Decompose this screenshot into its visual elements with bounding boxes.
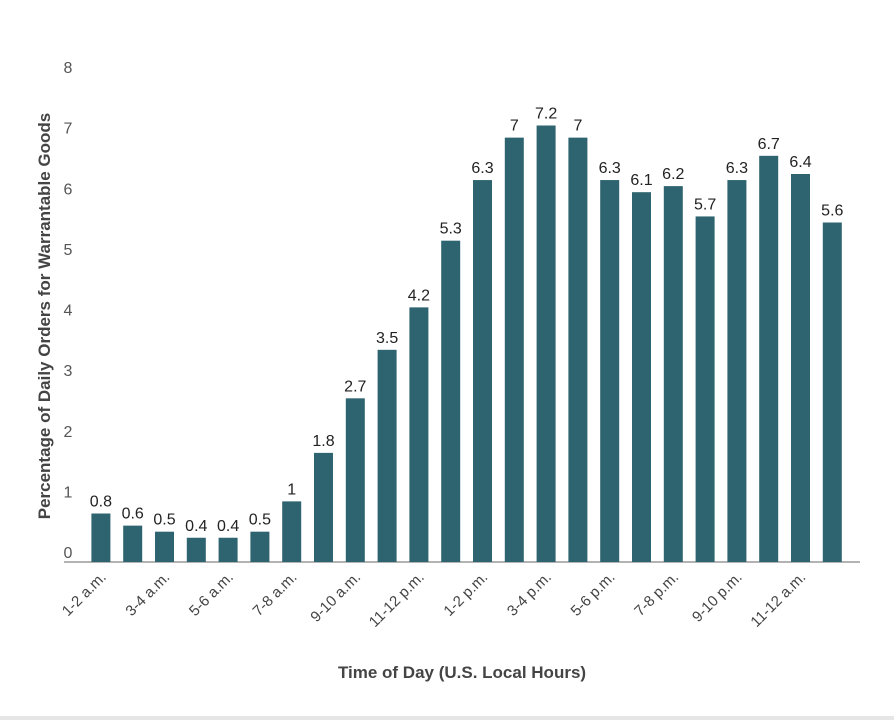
y-axis-title: Percentage of Daily Orders for Warrantab… xyxy=(35,113,54,520)
x-axis-ticks: 1-2 a.m. 3-4 a.m. 5-6 a.m. 7-8 a.m. 9-10 a.m… xyxy=(59,569,810,631)
y-tick-label: 8 xyxy=(64,60,73,77)
bar xyxy=(759,155,779,562)
bar-data-label: 6.3 xyxy=(726,160,748,177)
x-tick-label: 9-10 p.m. xyxy=(689,569,746,626)
x-tick-label: 3-4 p.m. xyxy=(504,569,555,620)
bar-data-label: 6.2 xyxy=(662,166,684,183)
y-tick-label: 4 xyxy=(64,303,73,320)
x-tick-label: 1-2 p.m. xyxy=(440,569,491,620)
bar-data-label: 7.2 xyxy=(535,106,557,123)
bar-data-label: 7 xyxy=(573,118,582,135)
bar-data-label: 6.7 xyxy=(758,136,780,153)
bar xyxy=(186,537,206,562)
bar xyxy=(441,240,461,562)
bar xyxy=(568,137,588,562)
bar xyxy=(632,192,651,562)
x-tick-label: 3-4 a.m. xyxy=(122,569,173,620)
bar xyxy=(536,125,556,562)
data-labels: 0.8 0.6 0.5 0.4 0.4 0.5 1 1.8 2.7 3.5 4.2 5.3 6.3 7 7.… xyxy=(90,106,844,535)
y-tick-label: 0 xyxy=(64,545,73,562)
bar xyxy=(663,186,683,562)
bar-data-label: 2.7 xyxy=(344,378,366,395)
bar xyxy=(218,537,238,562)
bar-data-label: 6.3 xyxy=(599,160,621,177)
bar-data-label: 7 xyxy=(510,118,519,135)
y-tick-label: 7 xyxy=(64,121,73,138)
bottom-divider xyxy=(0,716,894,720)
y-tick-label: 6 xyxy=(64,181,73,198)
bar-data-label: 0.5 xyxy=(249,512,271,529)
x-tick-label: 7-8 p.m. xyxy=(631,569,682,620)
bar xyxy=(314,452,333,562)
bar xyxy=(727,180,747,562)
bar-data-label: 0.8 xyxy=(90,494,112,511)
x-tick-label: 11-12 a.m. xyxy=(747,569,809,631)
x-tick-label: 11-12 p.m. xyxy=(366,569,428,631)
y-axis-ticks: 0 1 2 3 4 5 6 7 8 xyxy=(64,60,73,562)
bar xyxy=(409,307,429,562)
bar xyxy=(377,349,397,562)
x-axis-title: Time of Day (U.S. Local Hours) xyxy=(338,663,586,682)
bar-data-label: 1 xyxy=(287,481,296,498)
y-tick-label: 5 xyxy=(64,242,73,259)
bar-data-label: 5.6 xyxy=(821,203,843,220)
y-tick-label: 2 xyxy=(64,424,73,441)
x-tick-label: 1-2 a.m. xyxy=(59,569,110,620)
bar-data-label: 1.8 xyxy=(312,433,334,450)
bar-series xyxy=(91,125,842,562)
bar xyxy=(155,531,174,562)
bar xyxy=(123,525,143,562)
bar xyxy=(791,174,810,562)
x-tick-label: 7-8 a.m. xyxy=(250,569,301,620)
y-tick-label: 3 xyxy=(64,363,73,380)
x-tick-label: 5-6 a.m. xyxy=(186,569,237,620)
x-tick-label: 5-6 p.m. xyxy=(568,569,619,620)
bar xyxy=(91,513,111,562)
bar-data-label: 6.1 xyxy=(630,172,652,189)
y-tick-label: 1 xyxy=(64,484,73,501)
bar xyxy=(822,222,842,562)
bar xyxy=(282,501,302,562)
bar xyxy=(473,180,492,562)
bar xyxy=(600,180,620,562)
bar-data-label: 0.6 xyxy=(122,506,144,523)
bar-data-label: 0.4 xyxy=(217,518,239,535)
bar-data-label: 6.4 xyxy=(789,154,811,171)
bar xyxy=(345,398,365,562)
bar-data-label: 0.4 xyxy=(185,518,207,535)
bar xyxy=(695,216,715,562)
bar-data-label: 0.5 xyxy=(153,512,175,529)
bar-data-label: 5.3 xyxy=(440,221,462,238)
bar-data-label: 3.5 xyxy=(376,330,398,347)
x-tick-label: 9-10 a.m. xyxy=(307,569,364,626)
bar-data-label: 5.7 xyxy=(694,196,716,213)
bar xyxy=(250,531,270,562)
bar-data-label: 6.3 xyxy=(471,160,493,177)
bar xyxy=(504,137,524,562)
bar-data-label: 4.2 xyxy=(408,287,430,304)
